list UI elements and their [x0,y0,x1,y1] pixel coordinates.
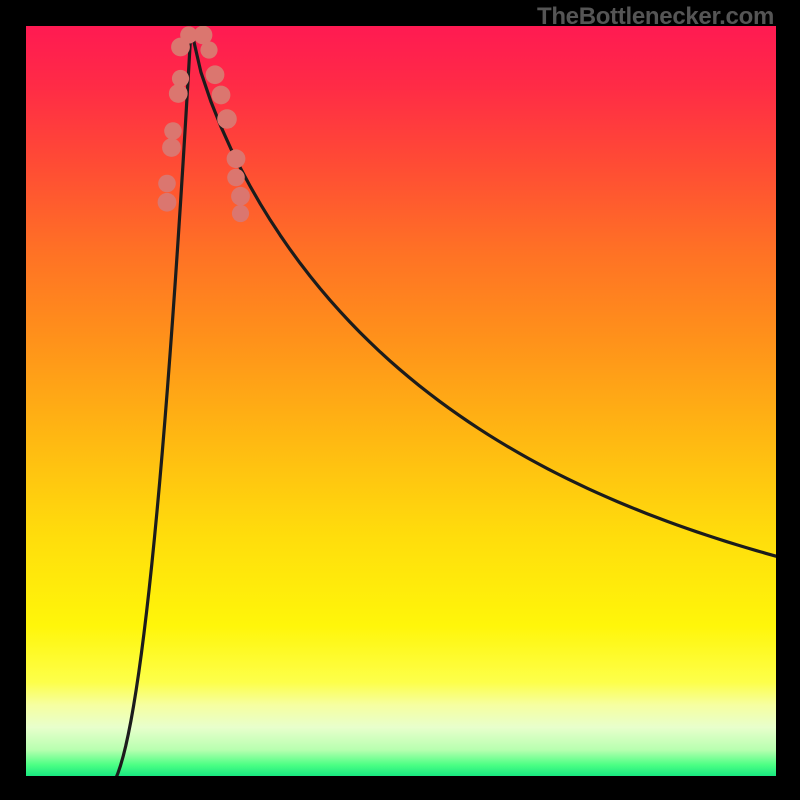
data-marker [227,149,246,168]
bottleneck-chart: { "chart": { "type": "line", "width": 80… [0,0,800,800]
data-marker [172,70,189,87]
data-marker [162,138,181,157]
data-marker [212,86,231,105]
plot-area [26,26,776,776]
data-marker [169,84,188,103]
data-marker [158,193,177,212]
data-marker [217,109,237,129]
data-marker [206,65,225,84]
data-marker [231,187,250,206]
data-marker [200,41,217,58]
data-marker [232,205,249,222]
data-marker [164,122,182,140]
data-marker [227,169,245,187]
data-marker [158,175,176,193]
